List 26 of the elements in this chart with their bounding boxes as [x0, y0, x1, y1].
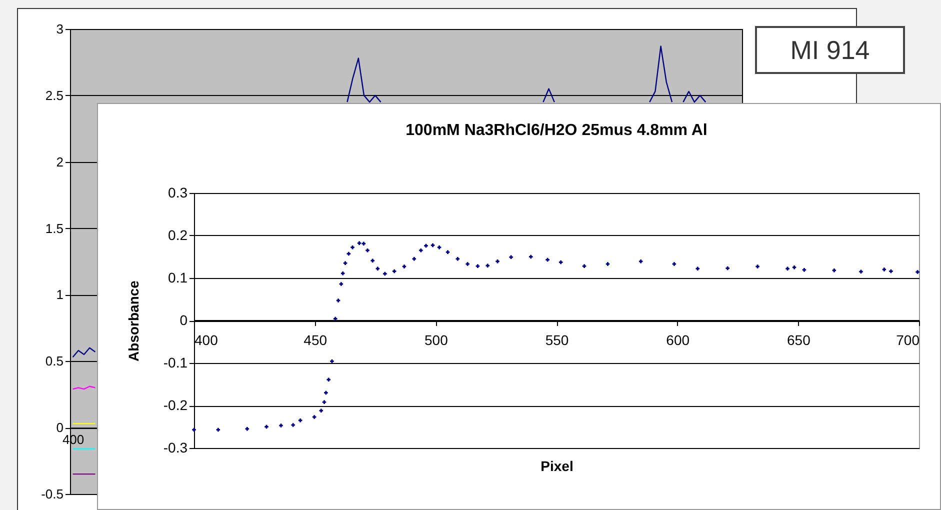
y-tick-label: 1.5 [45, 220, 64, 236]
y-tick-label: 0.5 [45, 354, 64, 369]
x-tick-label: 600 [666, 332, 690, 348]
y-tick-label: -0.1 [163, 354, 188, 370]
y-tick-label: 2 [56, 154, 64, 170]
y-tick-label: 0.1 [168, 270, 188, 286]
y-tick-label: 0.3 [168, 184, 188, 200]
y-tick-label: 0 [180, 312, 188, 328]
x-tick-label: 650 [786, 332, 811, 348]
y-tick-label: -0.2 [163, 397, 188, 413]
x-tick-label: 550 [545, 332, 569, 348]
y-tick-label: 1 [56, 287, 64, 302]
text: MI 914 [755, 26, 905, 74]
y-tick-label: 2.5 [45, 88, 64, 103]
chart-title: 100mM Na3RhCl6/H2O 25mus 4.8mm Al [406, 122, 708, 139]
y-tick-label: -0.5 [41, 486, 64, 502]
y-tick-label: 0 [56, 420, 64, 436]
x-tick-label: 450 [304, 332, 328, 348]
x-tick-label: 700 [896, 332, 920, 348]
y-tick-label: 0.2 [168, 227, 188, 243]
x-tick-label: 500 [424, 332, 448, 348]
y-tick-label: 3 [56, 22, 64, 36]
x-axis-title: Pixel [540, 458, 574, 474]
x-tick-label: 400 [194, 332, 218, 348]
y-tick-label: -0.3 [163, 440, 188, 456]
y-axis-title: Absorbance [125, 280, 142, 362]
